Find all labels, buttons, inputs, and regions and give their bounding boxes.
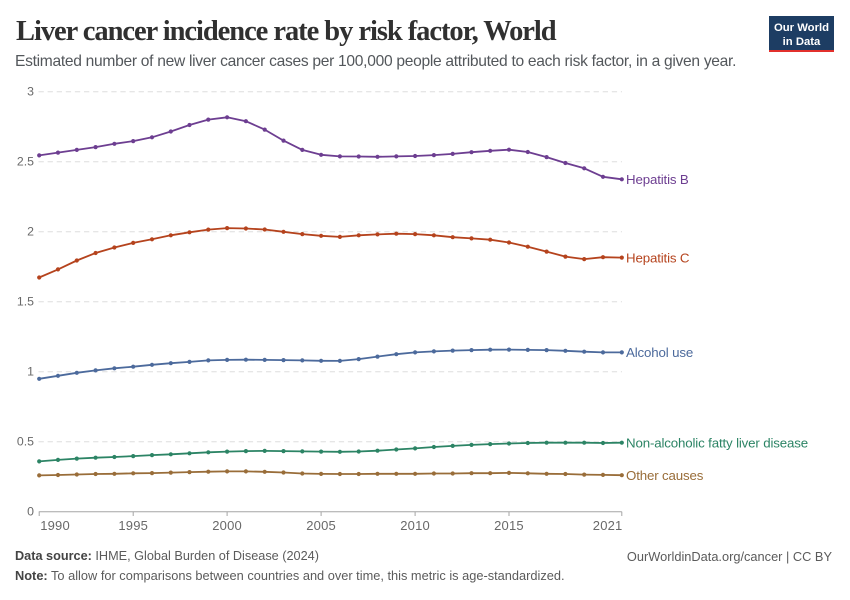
svg-text:Non-alcoholic fatty liver dise: Non-alcoholic fatty liver disease xyxy=(626,436,808,451)
svg-text:Alcohol use: Alcohol use xyxy=(626,345,693,360)
svg-text:1990: 1990 xyxy=(40,518,70,533)
svg-text:2015: 2015 xyxy=(494,518,524,533)
svg-text:2010: 2010 xyxy=(400,518,430,533)
svg-text:1: 1 xyxy=(27,365,34,379)
svg-text:2: 2 xyxy=(27,225,34,239)
svg-text:2000: 2000 xyxy=(212,518,242,533)
svg-text:Other causes: Other causes xyxy=(626,468,704,483)
svg-text:2.5: 2.5 xyxy=(17,155,34,169)
svg-text:0.5: 0.5 xyxy=(17,435,34,449)
svg-text:Hepatitis B: Hepatitis B xyxy=(626,172,689,187)
svg-text:3: 3 xyxy=(27,85,34,99)
svg-text:1995: 1995 xyxy=(118,518,148,533)
svg-text:0: 0 xyxy=(27,505,34,519)
svg-text:2005: 2005 xyxy=(306,518,336,533)
svg-text:Hepatitis C: Hepatitis C xyxy=(626,250,690,265)
svg-text:2021: 2021 xyxy=(593,518,623,533)
svg-text:1.5: 1.5 xyxy=(17,295,34,309)
